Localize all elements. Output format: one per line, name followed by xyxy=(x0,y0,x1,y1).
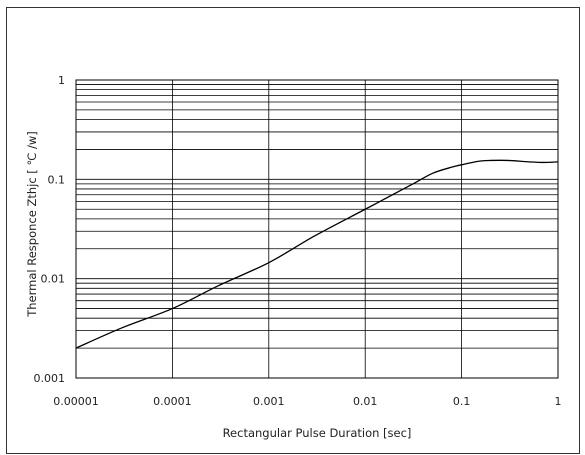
x-tick-label: 0.001 xyxy=(253,395,285,408)
plot-area xyxy=(75,79,559,379)
x-tick-label: 0.01 xyxy=(353,395,378,408)
x-tick-label: 1 xyxy=(555,395,562,408)
x-axis-label: Rectangular Pulse Duration [sec] xyxy=(223,426,412,440)
y-tick-label: 1 xyxy=(58,74,65,87)
x-tick-labels: 0.00001 0.0001 0.001 0.01 0.1 1 xyxy=(53,395,561,408)
x-tick-label: 0.0001 xyxy=(153,395,192,408)
y-axis-label: Thermal Responce Zthjc [ ℃ /w] xyxy=(25,131,39,318)
figure-frame xyxy=(6,7,580,454)
y-tick-label: 0.001 xyxy=(34,372,66,385)
y-tick-labels: 0.001 0.01 0.1 1 xyxy=(34,74,66,385)
grid xyxy=(75,80,559,379)
y-tick-label: 0.01 xyxy=(41,273,66,286)
y-tick-label: 0.1 xyxy=(48,173,66,186)
series-line xyxy=(75,159,559,349)
x-tick-label: 0.00001 xyxy=(53,395,99,408)
x-tick-label: 0.1 xyxy=(453,395,471,408)
